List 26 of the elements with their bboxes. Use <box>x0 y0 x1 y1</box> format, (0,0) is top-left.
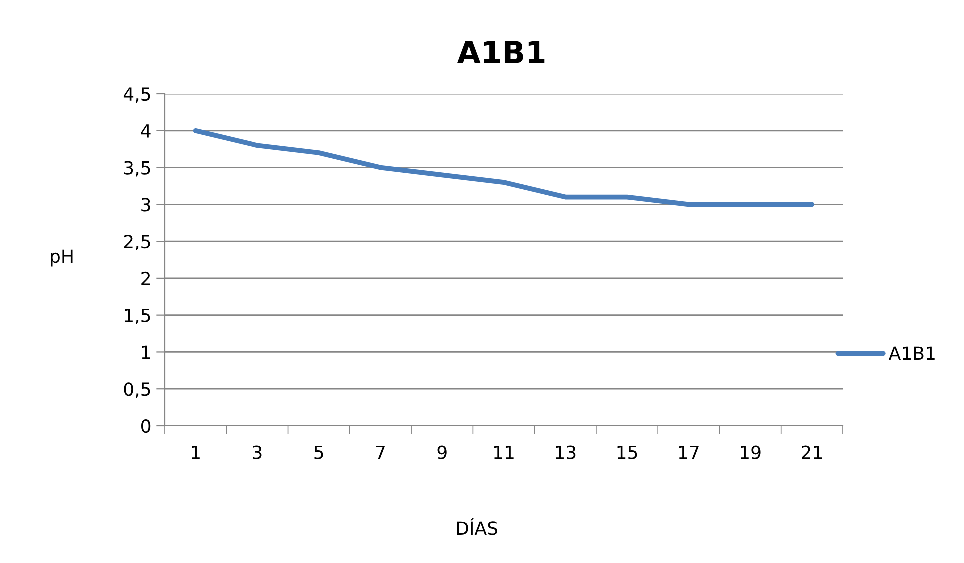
x-tick-label: 15 <box>618 446 638 460</box>
x-tick-label: 5 <box>314 446 324 460</box>
x-tick-label: 3 <box>253 446 262 460</box>
y-tick-label: 1 <box>142 346 150 360</box>
x-tick-label: 21 <box>802 446 822 460</box>
y-tick-label: 3 <box>142 198 150 212</box>
y-tick-label: 1,5 <box>125 309 150 324</box>
x-tick-label: 19 <box>741 446 761 460</box>
x-axis-title: DÍAS <box>457 518 498 536</box>
y-axis-title: pH <box>51 250 73 267</box>
y-tick-label: 3,5 <box>124 161 150 177</box>
y-tick-label: 2 <box>142 272 150 286</box>
y-tick-label: 4,5 <box>124 88 150 103</box>
x-tick-label: 1 <box>192 446 200 460</box>
y-tick-label: 2,5 <box>124 235 150 251</box>
x-tick-label: 13 <box>556 446 576 460</box>
line-series <box>193 128 815 208</box>
x-tick-label: 11 <box>494 446 514 460</box>
y-tick-label: 0 <box>142 419 151 434</box>
y-tick-label: 4 <box>141 124 151 138</box>
chart-title: A1B1 <box>457 41 545 64</box>
legend-label: A1B1 <box>888 346 935 360</box>
x-tick-label: 9 <box>438 446 447 460</box>
x-tick-label: 17 <box>679 446 699 460</box>
y-tick-label: 0,5 <box>124 382 150 398</box>
x-tick-label: 7 <box>376 446 385 460</box>
